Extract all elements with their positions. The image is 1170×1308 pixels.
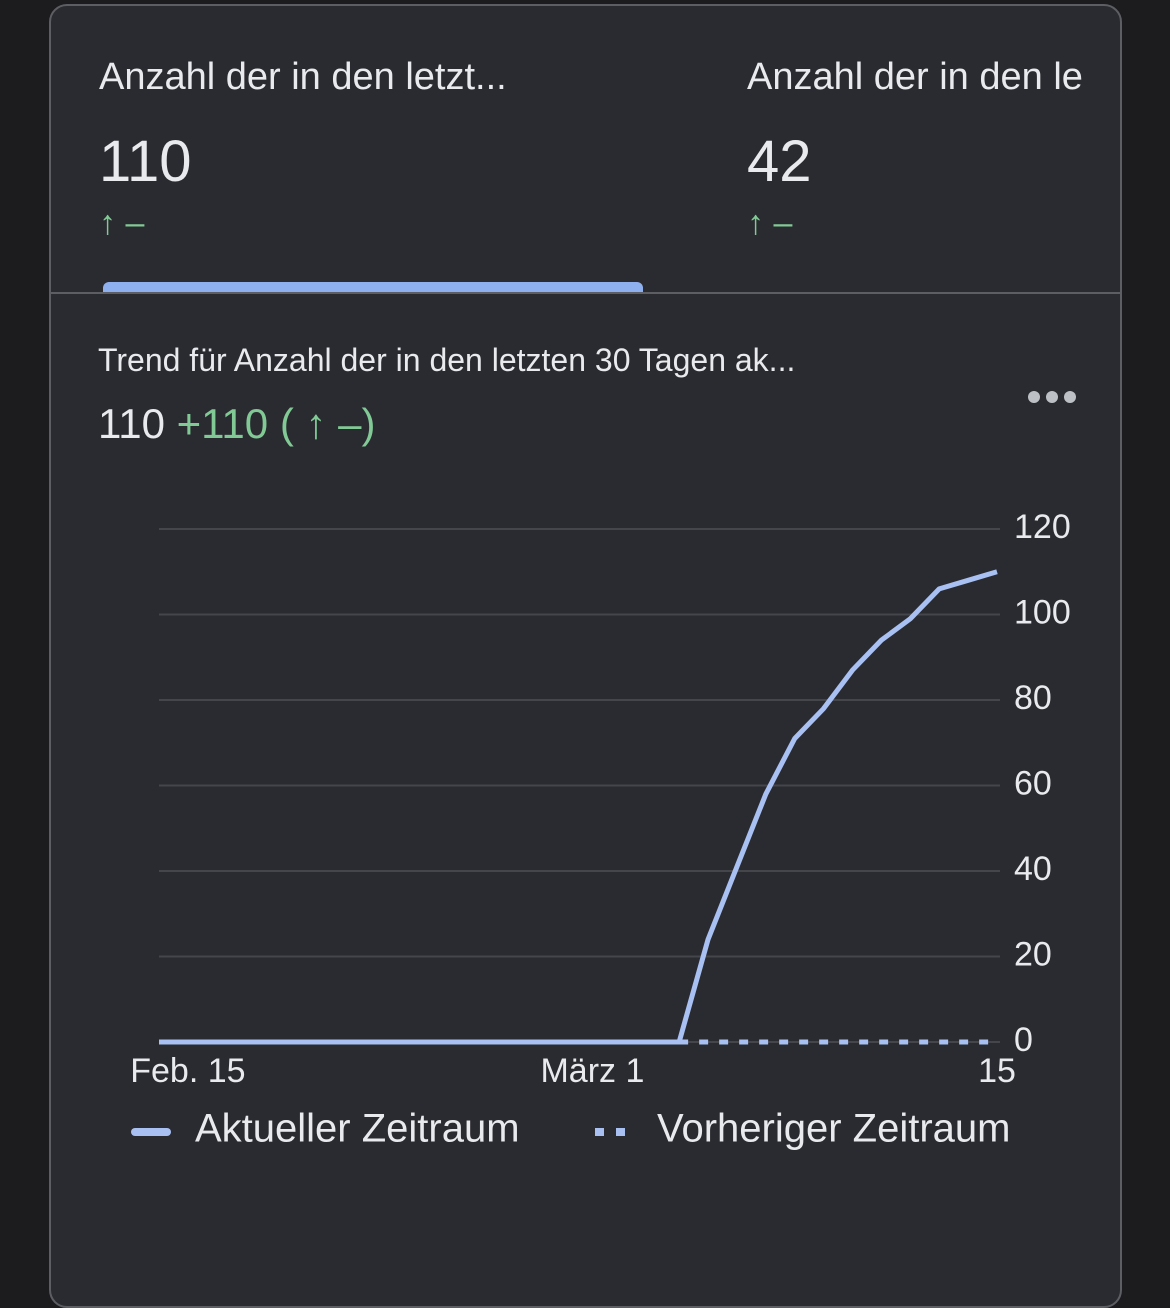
x-tick-label: März 1	[540, 1052, 644, 1090]
metric-card: Anzahl der in den letzt... 110 ↑ – Anzah…	[49, 4, 1122, 1308]
tab-label: Anzahl der in den le	[747, 56, 1083, 98]
trend-change-relative: ( ↑ –)	[279, 400, 376, 447]
menu-dot	[1046, 391, 1058, 403]
y-tick-label: 100	[1014, 593, 1071, 631]
trend-values: 110 +110 ( ↑ –)	[98, 400, 375, 448]
more-menu[interactable]	[1028, 391, 1076, 403]
menu-dot	[1064, 391, 1076, 403]
trend-value: 110	[98, 400, 165, 447]
tab-label: Anzahl der in den letzt...	[99, 56, 507, 98]
series-line	[159, 569, 998, 1045]
tab[interactable]: Anzahl der in den letzt... 110 ↑ –	[99, 6, 699, 294]
menu-dot	[1028, 391, 1040, 403]
x-tick-label: 15	[978, 1052, 1016, 1090]
tab-value: 110	[99, 129, 192, 194]
y-tick-label: 40	[1014, 850, 1052, 888]
legend-label: Aktueller Zeitraum	[195, 1107, 520, 1151]
legend-label: Vorheriger Zeitraum	[657, 1107, 1010, 1151]
y-tick-label: 80	[1014, 679, 1052, 717]
y-tick-label: 60	[1014, 764, 1052, 802]
trend-change: +110	[176, 400, 269, 447]
tab-change: ↑ –	[747, 204, 793, 242]
trend-title: Trend für Anzahl der in den letzten 30 T…	[98, 342, 796, 378]
tab-change: ↑ –	[99, 204, 145, 242]
tab[interactable]: Anzahl der in den le 42 ↑ –	[747, 6, 1120, 294]
y-tick-label: 0	[1014, 1021, 1033, 1059]
divider	[51, 292, 1120, 294]
y-tick-label: 120	[1014, 508, 1071, 546]
x-tick-label: Feb. 15	[130, 1052, 245, 1090]
tab-value: 42	[747, 129, 812, 194]
y-tick-label: 20	[1014, 935, 1052, 973]
tab-indicator	[103, 282, 643, 292]
chart: 0 20 40 60 80 100 120 Feb. 15 März 1 15 Aktueller …	[130, 391, 1076, 1151]
